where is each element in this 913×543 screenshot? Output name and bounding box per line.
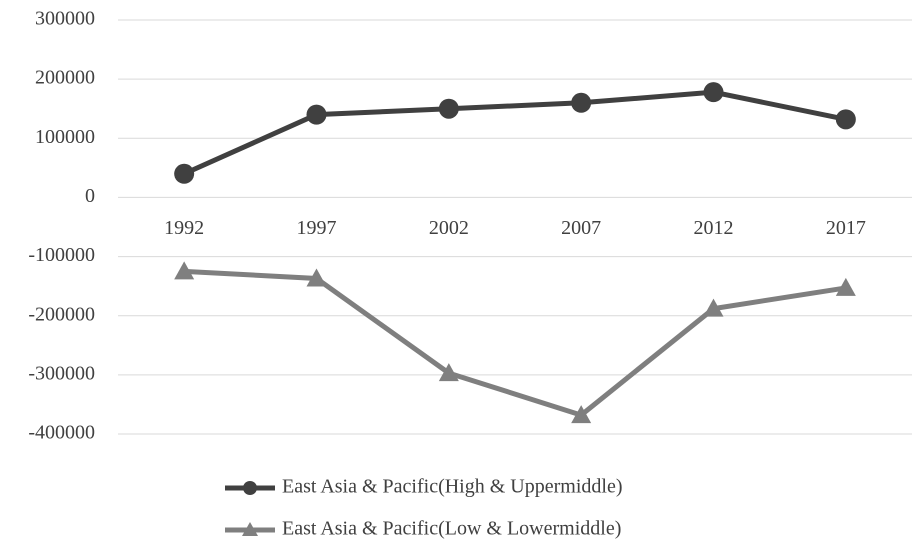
x-tick-label: 2007 (561, 217, 601, 239)
legend-label: East Asia & Pacific(High & Uppermiddle) (282, 476, 622, 498)
point (571, 405, 592, 424)
point (438, 363, 459, 382)
x-tick-label: 1997 (297, 217, 337, 239)
point (174, 261, 195, 280)
point (438, 98, 459, 119)
point (306, 104, 327, 125)
point (703, 298, 724, 317)
x-tick-label: 2002 (429, 217, 469, 239)
point (306, 268, 327, 287)
x-tick-label: 1992 (164, 217, 204, 239)
series-line (184, 268, 847, 418)
legend-marker (243, 481, 257, 495)
series-line (183, 89, 847, 177)
legend-marker (242, 522, 258, 536)
x-tick-label: 2012 (694, 217, 734, 239)
y-tick-label: 0 (85, 185, 95, 207)
point (703, 82, 724, 103)
x-tick-label: 2017 (826, 217, 866, 239)
y-tick-label: -100000 (28, 244, 95, 266)
y-tick-label: -300000 (28, 362, 95, 384)
point (835, 277, 856, 296)
y-tick-label: 200000 (35, 67, 95, 89)
y-tick-label: -200000 (28, 303, 95, 325)
point (174, 163, 195, 184)
y-tick-label: 300000 (35, 8, 95, 30)
y-tick-label: -400000 (28, 422, 95, 444)
point (835, 109, 856, 130)
y-tick-label: 100000 (35, 126, 95, 148)
legend-label: East Asia & Pacific(Low & Lowermiddle) (282, 518, 621, 540)
point (571, 92, 592, 113)
